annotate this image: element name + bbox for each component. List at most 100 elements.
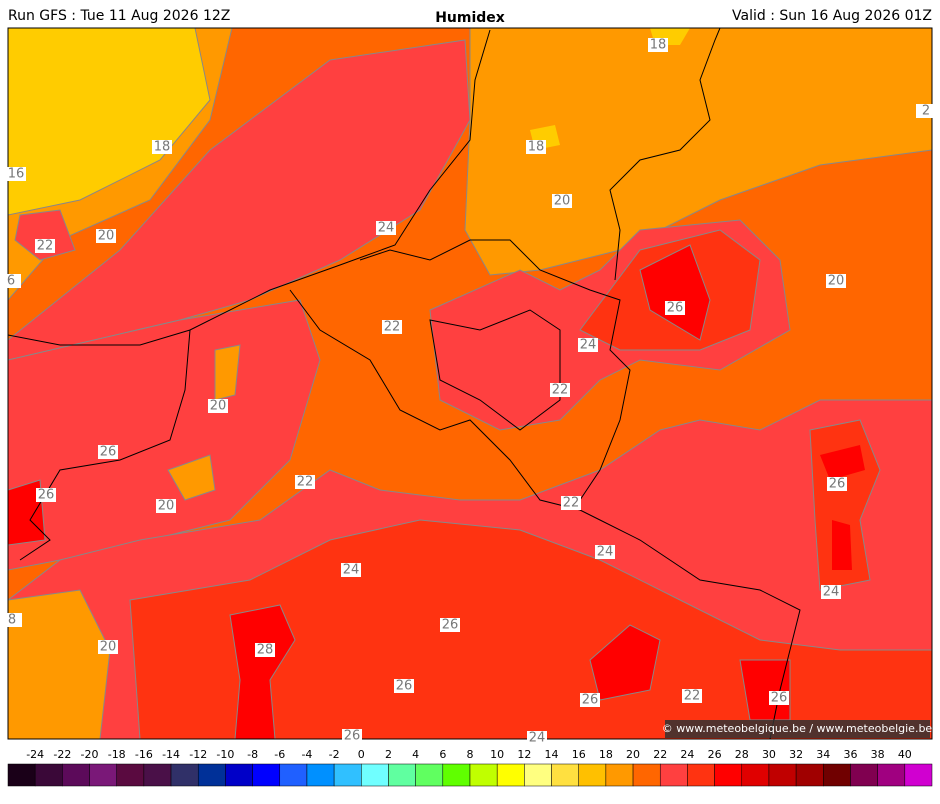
colorbar-swatch bbox=[306, 763, 335, 787]
colorbar-swatch bbox=[795, 763, 824, 787]
contour-label: 24 bbox=[580, 338, 597, 353]
contour-label: 18 bbox=[650, 38, 667, 53]
label-box bbox=[382, 320, 402, 334]
colorbar-swatch bbox=[143, 763, 172, 787]
colorbar-swatch bbox=[415, 763, 444, 787]
colorbar-label: -8 bbox=[247, 748, 258, 761]
colorbar-label: -16 bbox=[135, 748, 153, 761]
label-box bbox=[98, 445, 118, 459]
colorbar-label: 40 bbox=[898, 748, 912, 761]
label-box bbox=[208, 399, 228, 413]
colorbar-swatch bbox=[687, 763, 715, 787]
contour-label: 22 bbox=[684, 689, 701, 704]
label-box bbox=[2, 613, 22, 627]
contour-label: 22 bbox=[297, 475, 314, 490]
colorbar-swatch bbox=[361, 763, 389, 787]
label-box bbox=[527, 731, 547, 745]
contour-label: 26 bbox=[442, 618, 459, 633]
colorbar-swatch bbox=[7, 763, 36, 787]
colorbar-swatch bbox=[469, 763, 498, 787]
colorbar-label: 16 bbox=[572, 748, 586, 761]
colorbar-label: 14 bbox=[545, 748, 559, 761]
contour-label: 26 bbox=[667, 301, 684, 316]
label-box bbox=[827, 477, 847, 491]
label-box bbox=[595, 545, 615, 559]
colorbar-swatch bbox=[823, 763, 851, 787]
label-box bbox=[561, 496, 581, 510]
colorbar-swatch bbox=[496, 763, 525, 787]
colorbar-swatch bbox=[551, 763, 579, 787]
colorbar: -24 -22 -20 -18 -16 -14 -12 -10 -8 -6 -4 -2 0 2 4 6 8 10 1… bbox=[7, 748, 933, 787]
colorbar-label: 6 bbox=[439, 748, 446, 761]
label-box bbox=[295, 475, 315, 489]
contour-label: 20 bbox=[828, 274, 845, 289]
colorbar-swatch bbox=[768, 763, 797, 787]
label-box bbox=[552, 194, 572, 208]
contour-label: 26 bbox=[344, 729, 361, 744]
label-box bbox=[665, 301, 685, 315]
contour-label: 26 bbox=[829, 477, 846, 492]
colorbar-label: 20 bbox=[626, 748, 640, 761]
label-box bbox=[98, 640, 118, 654]
label-box bbox=[394, 679, 414, 693]
colorbar-label: 8 bbox=[467, 748, 474, 761]
colorbar-swatch bbox=[197, 763, 226, 787]
colorbar-swatch bbox=[714, 763, 743, 787]
label-box bbox=[826, 274, 846, 288]
label-box bbox=[526, 140, 546, 154]
contour-label: 20 bbox=[158, 499, 175, 514]
contour-label: 26 bbox=[100, 445, 117, 460]
colorbar-label: -14 bbox=[162, 748, 180, 761]
colorbar-label: 4 bbox=[412, 748, 419, 761]
label-box bbox=[341, 563, 361, 577]
contour-label: 8 bbox=[8, 613, 16, 628]
label-box bbox=[648, 38, 668, 52]
colorbar-label: 32 bbox=[789, 748, 803, 761]
contour-label: 20 bbox=[210, 399, 227, 414]
colorbar-swatch bbox=[252, 763, 281, 787]
colorbar-label: -4 bbox=[301, 748, 312, 761]
colorbar-swatch bbox=[877, 763, 906, 787]
contour-label: 26 bbox=[771, 691, 788, 706]
label-box bbox=[440, 618, 460, 632]
contour-label: 24 bbox=[823, 585, 840, 600]
map-title: Humidex bbox=[435, 10, 505, 26]
label-box bbox=[6, 167, 26, 181]
contour-label: 26 bbox=[396, 679, 413, 694]
colorbar-label: 36 bbox=[843, 748, 857, 761]
colorbar-label: 22 bbox=[653, 748, 667, 761]
label-box bbox=[342, 729, 362, 743]
run-label: Run GFS : Tue 11 Aug 2026 12Z bbox=[8, 8, 230, 24]
colorbar-swatch bbox=[632, 763, 661, 787]
label-box bbox=[35, 239, 55, 253]
colorbar-label: -12 bbox=[189, 748, 207, 761]
colorbar-swatch bbox=[904, 763, 933, 787]
contour-label: 6 bbox=[7, 274, 15, 289]
colorbar-label: -6 bbox=[274, 748, 285, 761]
contour-label: 20 bbox=[100, 640, 117, 655]
colorbar-swatch bbox=[170, 763, 199, 787]
colorbar-swatch bbox=[89, 763, 117, 787]
contour-labels: 18 18 16 18 20 24 20 22 6 2 20 26 22 24 22 20 26 26 22 26 20… bbox=[1, 38, 936, 746]
copyright: © www.meteobelgique.be / www.meteobelgie… bbox=[662, 722, 933, 735]
map bbox=[8, 28, 932, 739]
colorbar-label: 18 bbox=[599, 748, 613, 761]
contour-label: 24 bbox=[597, 545, 614, 560]
label-box bbox=[152, 140, 172, 154]
colorbar-swatch bbox=[578, 763, 607, 787]
colorbar-swatch bbox=[850, 763, 878, 787]
label-box bbox=[769, 691, 789, 705]
label-box bbox=[1, 274, 21, 288]
colorbar-swatch bbox=[388, 763, 416, 787]
colorbar-label: -22 bbox=[53, 748, 71, 761]
label-box bbox=[376, 221, 396, 235]
colorbar-label: -24 bbox=[26, 748, 44, 761]
colorbar-label: -18 bbox=[108, 748, 126, 761]
colorbar-label: 24 bbox=[680, 748, 694, 761]
colorbar-swatch bbox=[62, 763, 90, 787]
colorbar-label: 0 bbox=[358, 748, 365, 761]
contour-label: 26 bbox=[582, 693, 599, 708]
colorbar-swatch bbox=[442, 763, 471, 787]
colorbar-label: -10 bbox=[216, 748, 234, 761]
